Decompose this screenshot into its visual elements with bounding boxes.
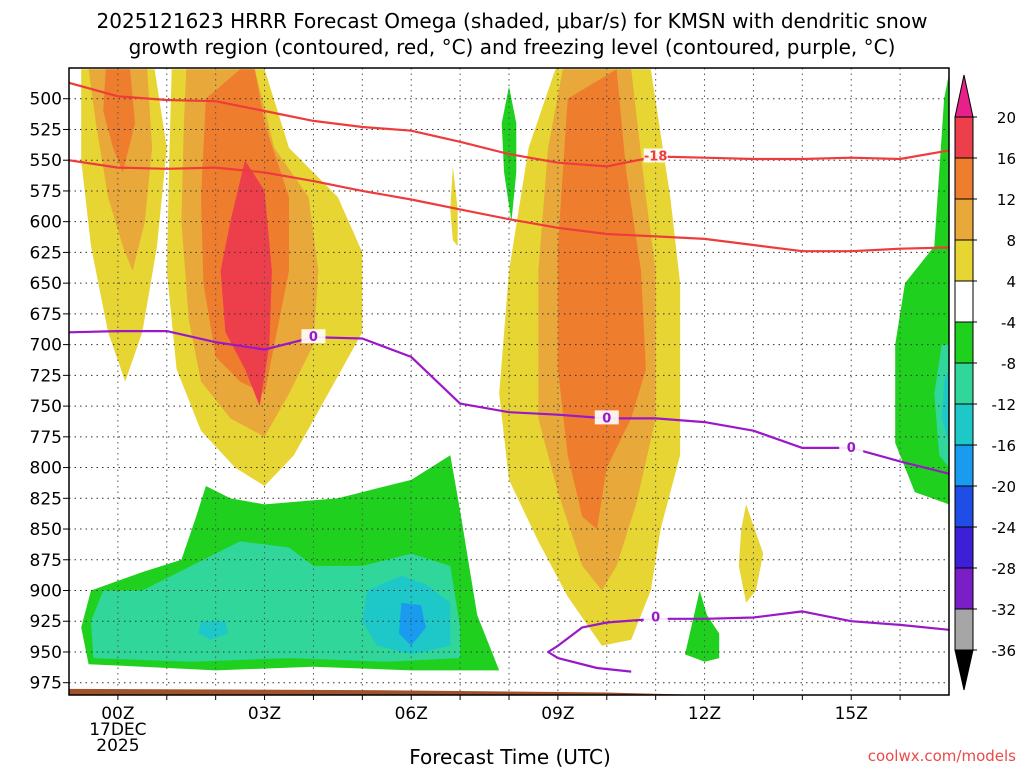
label-zero-1: 0 [309, 330, 318, 345]
y-tick-label-625: 625 [30, 243, 62, 263]
colorbar-segment-7 [954, 403, 974, 446]
y-tick-label-675: 675 [30, 305, 62, 325]
colorbar: 20 16 12 8 4 -4 -8 -12 -16 -20 -24 -28 -32 -36 [954, 74, 1017, 691]
x-tick-label-12Z: 12Z [688, 704, 721, 724]
colorbar-label-4: 4 [1006, 273, 1016, 291]
x-tick-label-06Z: 06Z [395, 704, 428, 724]
omega-region-pos12 [557, 69, 646, 529]
colorbar-bottom-arrow [954, 649, 974, 691]
colorbar-segment-6 [954, 362, 974, 405]
freezing-level-contour [69, 330, 949, 475]
dendritic-contour-upper [69, 81, 949, 168]
y-tick-label-600: 600 [30, 213, 62, 233]
label-zero-4-bg [643, 609, 668, 624]
colorbar-label-12: 12 [997, 191, 1016, 209]
label-minus18: -18 [644, 150, 668, 165]
colorbar-segment-11 [954, 567, 974, 610]
y-tick-label-975: 975 [30, 674, 62, 694]
y-tick-label-875: 875 [30, 551, 62, 571]
freezing-level-contour-low [547, 610, 949, 673]
y-tick-label-775: 775 [30, 428, 62, 448]
x-tick-label-03Z: 03Z [248, 704, 281, 724]
colorbar-label--20: -20 [992, 478, 1017, 496]
omega-region-neg8 [91, 541, 461, 662]
x-tick-label-15Z: 15Z [835, 704, 868, 724]
y-tick-label-650: 650 [30, 274, 62, 294]
omega-region-pos4 [738, 504, 764, 603]
colorbar-label--28: -28 [992, 560, 1017, 578]
colorbar-label--12: -12 [992, 396, 1017, 414]
dendritic-contour-lower [69, 159, 949, 253]
x-tick-date: 17DEC [89, 720, 146, 740]
y-tick-label-900: 900 [30, 582, 62, 602]
colorbar-top-arrow [954, 74, 974, 118]
contour-labels: -18 0 0 0 0 [301, 148, 864, 626]
x-tick-label-09Z: 09Z [541, 704, 574, 724]
colorbar-segment-3 [954, 239, 974, 282]
colorbar-label--4: -4 [1001, 314, 1016, 332]
omega-region-pos4 [450, 166, 458, 247]
x-tick-year: 2025 [96, 736, 139, 756]
y-tick-label-700: 700 [30, 336, 62, 356]
label-zero-3: 0 [847, 441, 856, 456]
colorbar-segment-12 [954, 608, 974, 651]
omega-region-neg8 [934, 344, 949, 468]
credit-text: coolwx.com/models [868, 747, 1016, 765]
colorbar-segment-9 [954, 485, 974, 528]
label-zero-2-bg [594, 410, 619, 425]
label-zero-2: 0 [602, 411, 611, 426]
colorbar-label-16: 16 [997, 150, 1016, 168]
y-tick-label-725: 725 [30, 366, 62, 386]
y-tick-label-850: 850 [30, 520, 62, 540]
omega-region-neg16 [399, 602, 426, 646]
colorbar-label--16: -16 [992, 437, 1017, 455]
colorbar-segment-0 [954, 116, 974, 159]
chart-title-line-2: growth region (contoured, red, °C) and f… [129, 35, 896, 59]
colorbar-label--8: -8 [1001, 355, 1016, 373]
colorbar-segment-1 [954, 157, 974, 200]
colorbar-segment-8 [954, 444, 974, 487]
x-tick-label-00Z: 00Z [101, 704, 134, 724]
omega-region-neg12 [198, 621, 228, 640]
omega-region-neg4 [685, 590, 720, 662]
omega-region-pos8 [88, 69, 153, 271]
colorbar-label--24: -24 [992, 519, 1017, 537]
y-tick-label-575: 575 [30, 182, 62, 202]
y-tick-label-925: 925 [30, 612, 62, 632]
y-tick-label-525: 525 [30, 120, 62, 140]
colorbar-label-8: 8 [1006, 232, 1016, 250]
label-zero-1-bg [301, 329, 326, 344]
chart-title-line-1: 2025121623 HRRR Forecast Omega (shaded, … [97, 9, 928, 33]
gridlines [69, 68, 949, 695]
label-minus18-bg [643, 148, 668, 163]
colorbar-label--32: -32 [992, 601, 1017, 619]
y-tick-label-750: 750 [30, 397, 62, 417]
colorbar-segment-5 [954, 321, 974, 364]
y-tick-label-800: 800 [30, 459, 62, 479]
x-axis-title: Forecast Time (UTC) [409, 745, 611, 768]
y-tick-label-550: 550 [30, 151, 62, 171]
colorbar-segment-4 [954, 280, 974, 323]
label-zero-4: 0 [651, 611, 660, 626]
y-tick-label-950: 950 [30, 643, 62, 663]
colorbar-label-20: 20 [997, 109, 1016, 127]
terrain [69, 688, 949, 695]
y-tick-label-500: 500 [30, 90, 62, 110]
label-zero-3-bg [839, 439, 864, 454]
ground-terrain [69, 688, 949, 695]
y-tick-label-825: 825 [30, 489, 62, 509]
colorbar-segment-2 [954, 198, 974, 241]
colorbar-segment-10 [954, 526, 974, 569]
omega-region-neg12 [941, 369, 949, 443]
y-axis: 500 525 550 575 600 625 650 675 700 725 750 775 800 8… [30, 90, 69, 694]
colorbar-label--36: -36 [992, 642, 1017, 660]
contours [69, 81, 949, 673]
